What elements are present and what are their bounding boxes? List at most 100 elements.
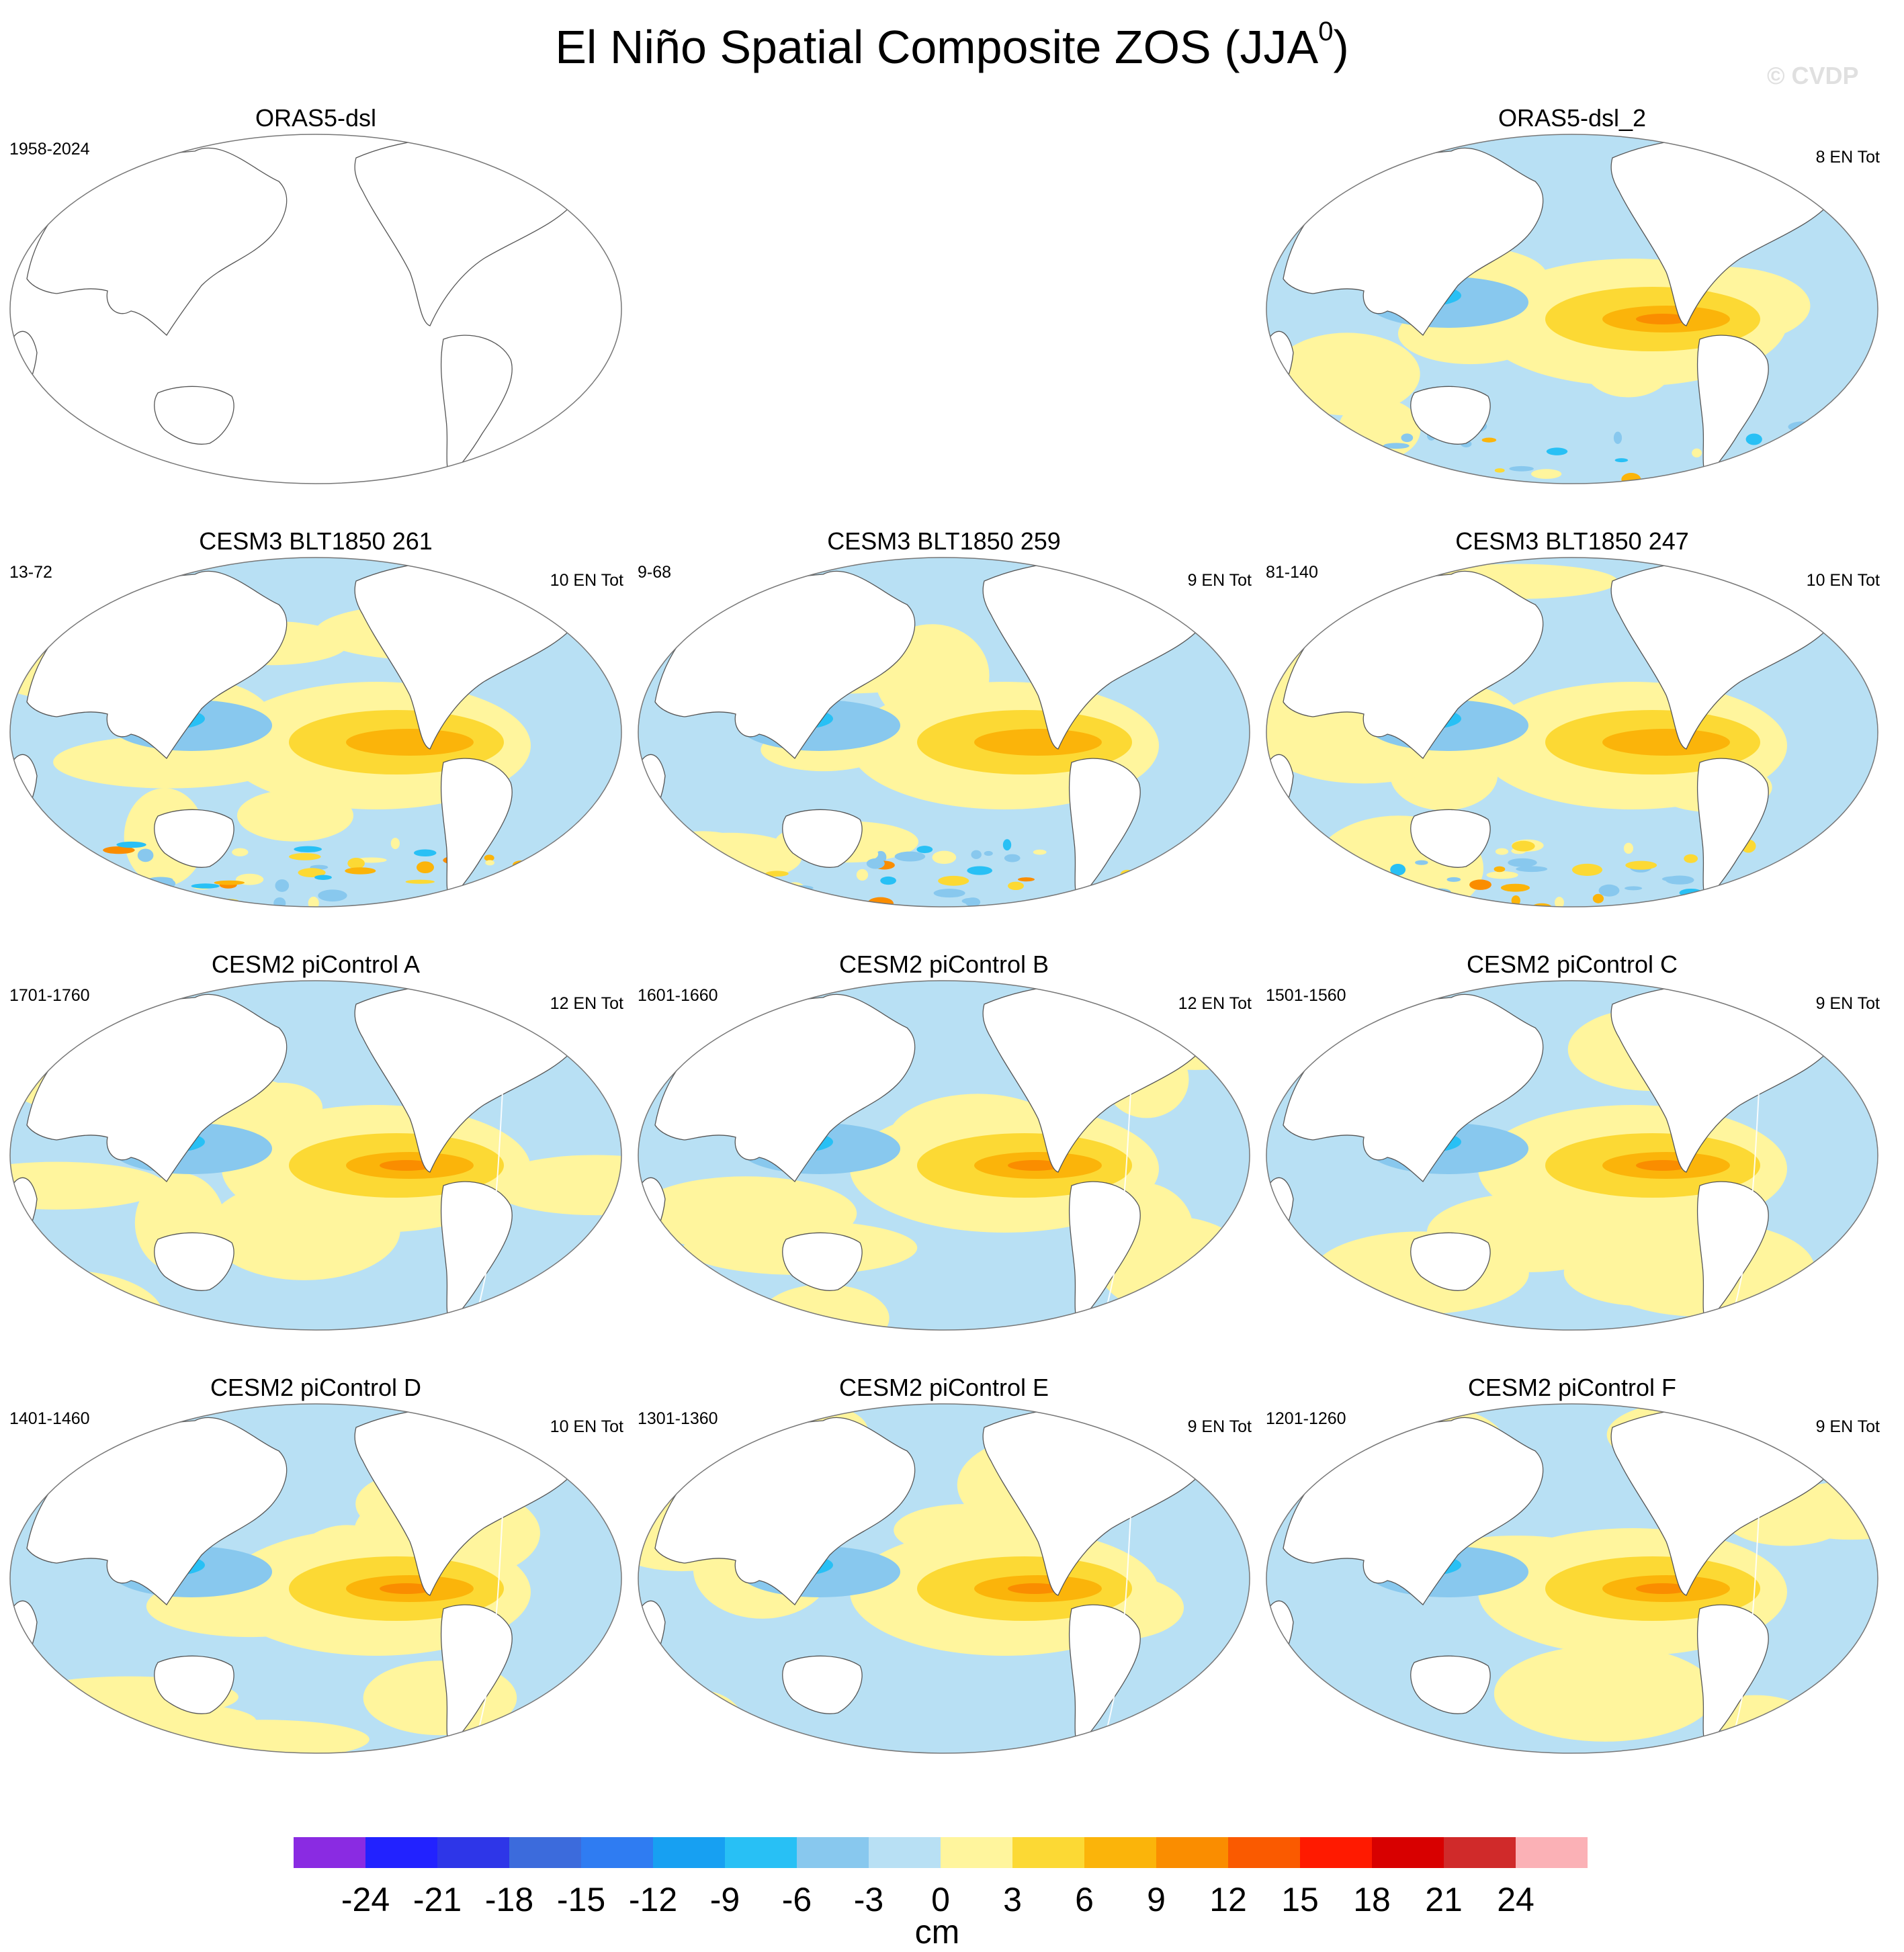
panel-event-count: 12 EN Tot (550, 994, 623, 1013)
panel-title: CESM3 BLT1850 247 (1455, 527, 1689, 555)
meridian-line (470, 1407, 511, 1753)
map-panel: CESM2 piControl E 1301-1360 9 EN Tot (628, 1374, 1260, 1804)
antarctica-land (114, 1780, 511, 1804)
small-scale-anomaly (60, 869, 89, 882)
small-scale-anomaly (1613, 431, 1622, 444)
small-scale-anomaly (1474, 484, 1504, 489)
small-scale-anomaly (103, 846, 135, 854)
small-scale-anomaly (232, 848, 249, 856)
small-scale-anomaly (273, 897, 286, 907)
small-scale-anomaly (1823, 428, 1836, 436)
panel-years: 1601-1660 (638, 986, 718, 1005)
small-scale-anomaly (1819, 848, 1848, 855)
equatorial-peak (1008, 1583, 1062, 1594)
small-scale-anomaly (1604, 488, 1634, 496)
small-scale-anomaly (568, 852, 581, 860)
small-scale-anomaly (932, 850, 957, 864)
panel-event-count: 9 EN Tot (1815, 1417, 1880, 1436)
small-scale-anomaly (938, 875, 969, 886)
colorbar-tick-label: -15 (556, 1881, 606, 1918)
colorbar-tick-label: -24 (341, 1881, 390, 1918)
small-scale-anomaly (116, 841, 146, 848)
panel-event-count: 10 EN Tot (1806, 571, 1880, 590)
panel-event-count: 9 EN Tot (1187, 1417, 1252, 1436)
small-scale-anomaly (1516, 866, 1548, 873)
small-scale-anomaly (69, 914, 81, 923)
small-scale-anomaly (1546, 447, 1568, 455)
small-scale-anomaly (1494, 866, 1506, 873)
small-scale-anomaly (289, 853, 321, 860)
panel-event-count: 10 EN Tot (550, 571, 623, 590)
small-scale-anomaly (894, 851, 926, 862)
australia-land (154, 809, 234, 868)
small-scale-anomaly (1661, 876, 1694, 883)
panel-event-count: 8 EN Tot (1815, 148, 1880, 167)
globe-outline (1266, 134, 1878, 484)
meridian-line (1098, 1407, 1139, 1753)
small-scale-anomaly (1438, 897, 1457, 907)
small-scale-anomaly (1625, 886, 1643, 891)
south-america-land (1068, 758, 1141, 901)
map-panel: CESM2 piControl A 1701-1760 12 EN Tot (0, 950, 632, 1380)
small-scale-anomaly (790, 901, 817, 907)
map-globe (1266, 1403, 1878, 1754)
small-scale-anomaly (1598, 884, 1620, 897)
panel-title: CESM3 BLT1850 261 (199, 527, 433, 555)
map-panel: CESM3 BLT1850 259 9-68 9 EN Tot (628, 527, 1260, 957)
small-scale-anomaly (1767, 447, 1793, 459)
small-scale-anomaly (1320, 854, 1336, 860)
small-scale-anomaly (726, 875, 740, 880)
colorbar-segment (365, 1837, 437, 1868)
panel-years: 9-68 (638, 563, 672, 582)
colorbar-segment (1228, 1837, 1300, 1868)
map-panel: CESM2 piControl B 1601-1660 12 EN Tot (628, 950, 1260, 1380)
south-america-land (440, 758, 513, 901)
small-scale-anomaly (1500, 883, 1530, 892)
colorbar-tick-label: -6 (781, 1881, 812, 1918)
globe-outline (9, 980, 622, 1331)
small-scale-anomaly (431, 912, 458, 919)
small-scale-anomaly (1692, 919, 1711, 927)
colorbar-segment (653, 1837, 725, 1868)
small-scale-anomaly (1592, 893, 1604, 903)
meridian-line (1098, 983, 1139, 1330)
small-scale-anomaly (711, 893, 722, 900)
south-america-land (1696, 758, 1769, 901)
colorbar-segment (725, 1837, 797, 1868)
small-scale-anomaly (308, 896, 319, 907)
globe-outline (1266, 1403, 1878, 1754)
small-scale-anomaly (65, 861, 87, 866)
australia-land (1410, 1655, 1491, 1714)
globe-outline (1266, 557, 1878, 907)
anomaly-field (10, 981, 621, 1330)
small-scale-anomaly (1506, 481, 1522, 484)
panel-title: CESM2 piControl F (1467, 1374, 1677, 1401)
anomaly-field (638, 981, 1250, 1330)
colorbar-tick-label: -12 (628, 1881, 678, 1918)
small-scale-anomaly (961, 914, 992, 923)
colorbar-segment (294, 1837, 365, 1868)
colorbar-segment (1300, 1837, 1372, 1868)
small-scale-anomaly (477, 885, 496, 898)
anomaly-field (638, 558, 1250, 923)
small-scale-anomaly (29, 874, 59, 888)
globe-outline (9, 1403, 622, 1754)
colorbar-segment (797, 1837, 869, 1868)
small-scale-anomaly (1589, 484, 1608, 494)
small-scale-anomaly (462, 912, 493, 925)
small-scale-anomaly (1508, 858, 1537, 867)
australia-land (782, 1232, 863, 1291)
small-scale-anomaly (1495, 848, 1509, 855)
colorbar-segment (941, 1837, 1012, 1868)
map-globe (638, 980, 1250, 1331)
map-globe (1266, 134, 1878, 496)
small-scale-anomaly (1101, 880, 1127, 893)
colorbar-segment (1156, 1837, 1228, 1868)
positive-anomaly-blob (759, 1284, 890, 1330)
small-scale-anomaly (416, 861, 434, 874)
small-scale-anomaly (961, 897, 980, 905)
small-scale-anomaly (984, 850, 993, 856)
australia-land (1410, 386, 1491, 445)
small-scale-anomaly (1833, 849, 1859, 861)
small-scale-anomaly (100, 867, 120, 879)
